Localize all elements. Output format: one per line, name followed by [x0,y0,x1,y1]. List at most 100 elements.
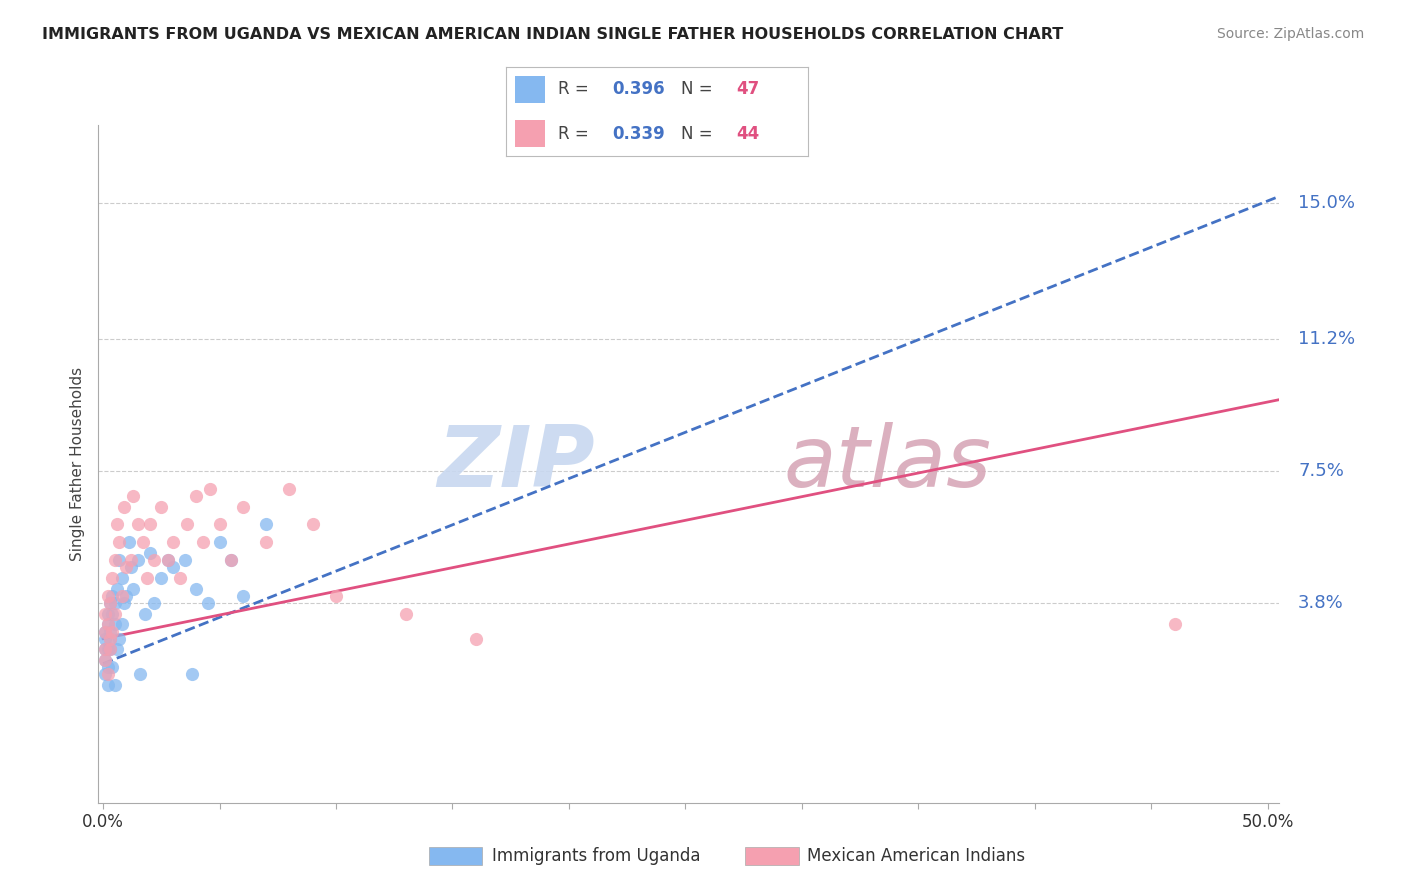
Point [169,571,191,585]
Point [208,517,231,532]
Point [138,517,160,532]
Text: R =: R = [558,125,593,143]
Text: Immigrants from Uganda: Immigrants from Uganda [492,847,700,865]
Point [150,500,173,514]
Point [464,632,486,646]
Point [122,582,145,596]
Point [97,642,120,657]
Point [111,589,134,603]
Point [200,482,222,496]
Point [219,553,242,567]
Point [134,607,156,621]
Point [254,535,277,549]
Point [101,607,124,621]
Text: Source: ZipAtlas.com: Source: ZipAtlas.com [1216,27,1364,41]
Text: atlas: atlas [783,422,991,506]
Point [111,617,134,632]
Point [325,589,347,603]
Text: 3.8%: 3.8% [1298,594,1344,612]
Point [94,624,117,639]
Text: IMMIGRANTS FROM UGANDA VS MEXICAN AMERICAN INDIAN SINGLE FATHER HOUSEHOLDS CORRE: IMMIGRANTS FROM UGANDA VS MEXICAN AMERIC… [42,27,1063,42]
Text: R =: R = [558,80,593,98]
Point [94,642,117,657]
Point [157,553,180,567]
Point [120,553,142,567]
Point [101,571,124,585]
Point [97,660,120,674]
Text: 15.0%: 15.0% [1298,194,1355,212]
Point [395,607,418,621]
Text: N =: N = [682,80,718,98]
Point [105,642,128,657]
Text: 7.5%: 7.5% [1298,462,1344,480]
Text: 44: 44 [735,125,759,143]
Point [115,560,138,574]
Point [101,660,124,674]
Text: 0.339: 0.339 [612,125,665,143]
Point [127,517,149,532]
Point [105,582,128,596]
Point [219,553,242,567]
Point [186,582,208,596]
Point [112,596,135,610]
Point [94,667,117,681]
Point [98,624,121,639]
Point [162,535,184,549]
Point [131,535,153,549]
Point [97,589,120,603]
Point [104,617,127,632]
Point [278,482,301,496]
Bar [515,120,546,147]
Point [115,589,138,603]
Point [232,500,254,514]
Point [120,560,142,574]
Point [104,553,127,567]
Point [143,553,166,567]
Point [301,517,323,532]
Point [94,653,117,667]
Point [101,589,124,603]
Text: ZIP: ZIP [437,422,595,506]
Point [136,571,159,585]
Point [112,500,135,514]
Point [98,632,121,646]
Point [1163,617,1185,632]
Point [111,571,134,585]
Text: 47: 47 [735,80,759,98]
Point [122,489,145,503]
Point [104,596,127,610]
Point [97,607,120,621]
Point [108,632,131,646]
Point [157,553,180,567]
Point [97,617,120,632]
Point [98,642,121,657]
Point [94,607,117,621]
Point [104,607,127,621]
Point [208,535,231,549]
Bar [515,76,546,103]
Point [108,553,131,567]
Point [97,678,120,692]
Point [101,624,124,639]
Point [180,667,202,681]
Point [98,596,121,610]
Point [162,560,184,574]
Point [173,553,195,567]
Point [193,535,215,549]
Point [254,517,277,532]
Point [138,546,160,560]
Point [186,489,208,503]
Point [143,596,166,610]
Point [94,624,117,639]
Point [98,642,121,657]
Point [98,596,121,610]
Point [94,632,117,646]
Point [94,642,117,657]
Point [176,517,198,532]
Point [129,667,152,681]
Point [98,632,121,646]
Point [127,553,149,567]
Point [97,617,120,632]
Point [232,589,254,603]
Point [150,571,173,585]
